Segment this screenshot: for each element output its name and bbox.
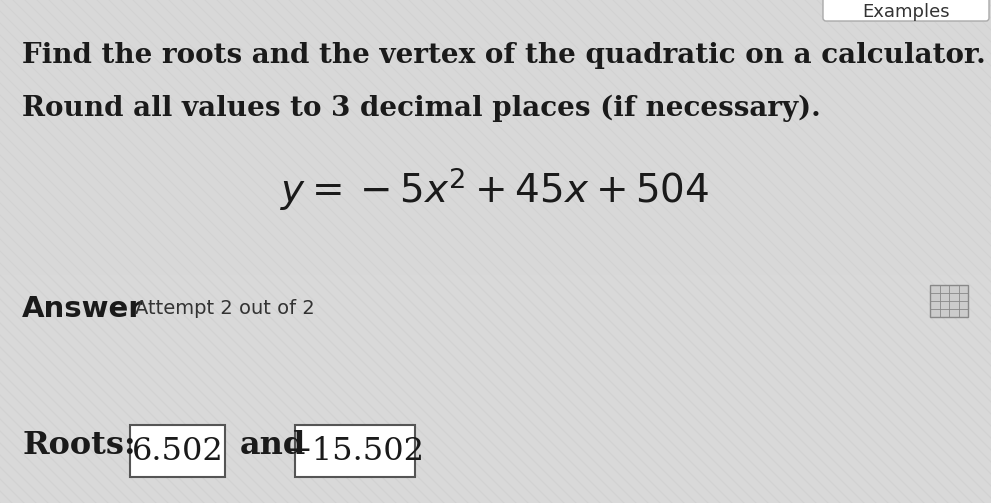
Text: $y = -5x^2 + 45x + 504$: $y = -5x^2 + 45x + 504$: [280, 165, 710, 213]
Text: Answer: Answer: [22, 295, 144, 323]
Text: Roots:: Roots:: [22, 430, 136, 461]
Text: Attempt 2 out of 2: Attempt 2 out of 2: [135, 299, 315, 318]
Text: Find the roots and the vertex of the quadratic on a calculator.: Find the roots and the vertex of the qua…: [22, 42, 986, 69]
Text: and: and: [240, 430, 306, 461]
Text: Examples: Examples: [862, 3, 949, 21]
Text: Round all values to 3 decimal places (if necessary).: Round all values to 3 decimal places (if…: [22, 95, 821, 122]
Bar: [0, 275, 991, 503]
FancyBboxPatch shape: [930, 285, 968, 317]
Text: 6.502: 6.502: [132, 436, 223, 466]
FancyBboxPatch shape: [823, 0, 989, 21]
FancyBboxPatch shape: [130, 425, 225, 477]
Text: −15.502: −15.502: [285, 436, 424, 466]
FancyBboxPatch shape: [295, 425, 415, 477]
